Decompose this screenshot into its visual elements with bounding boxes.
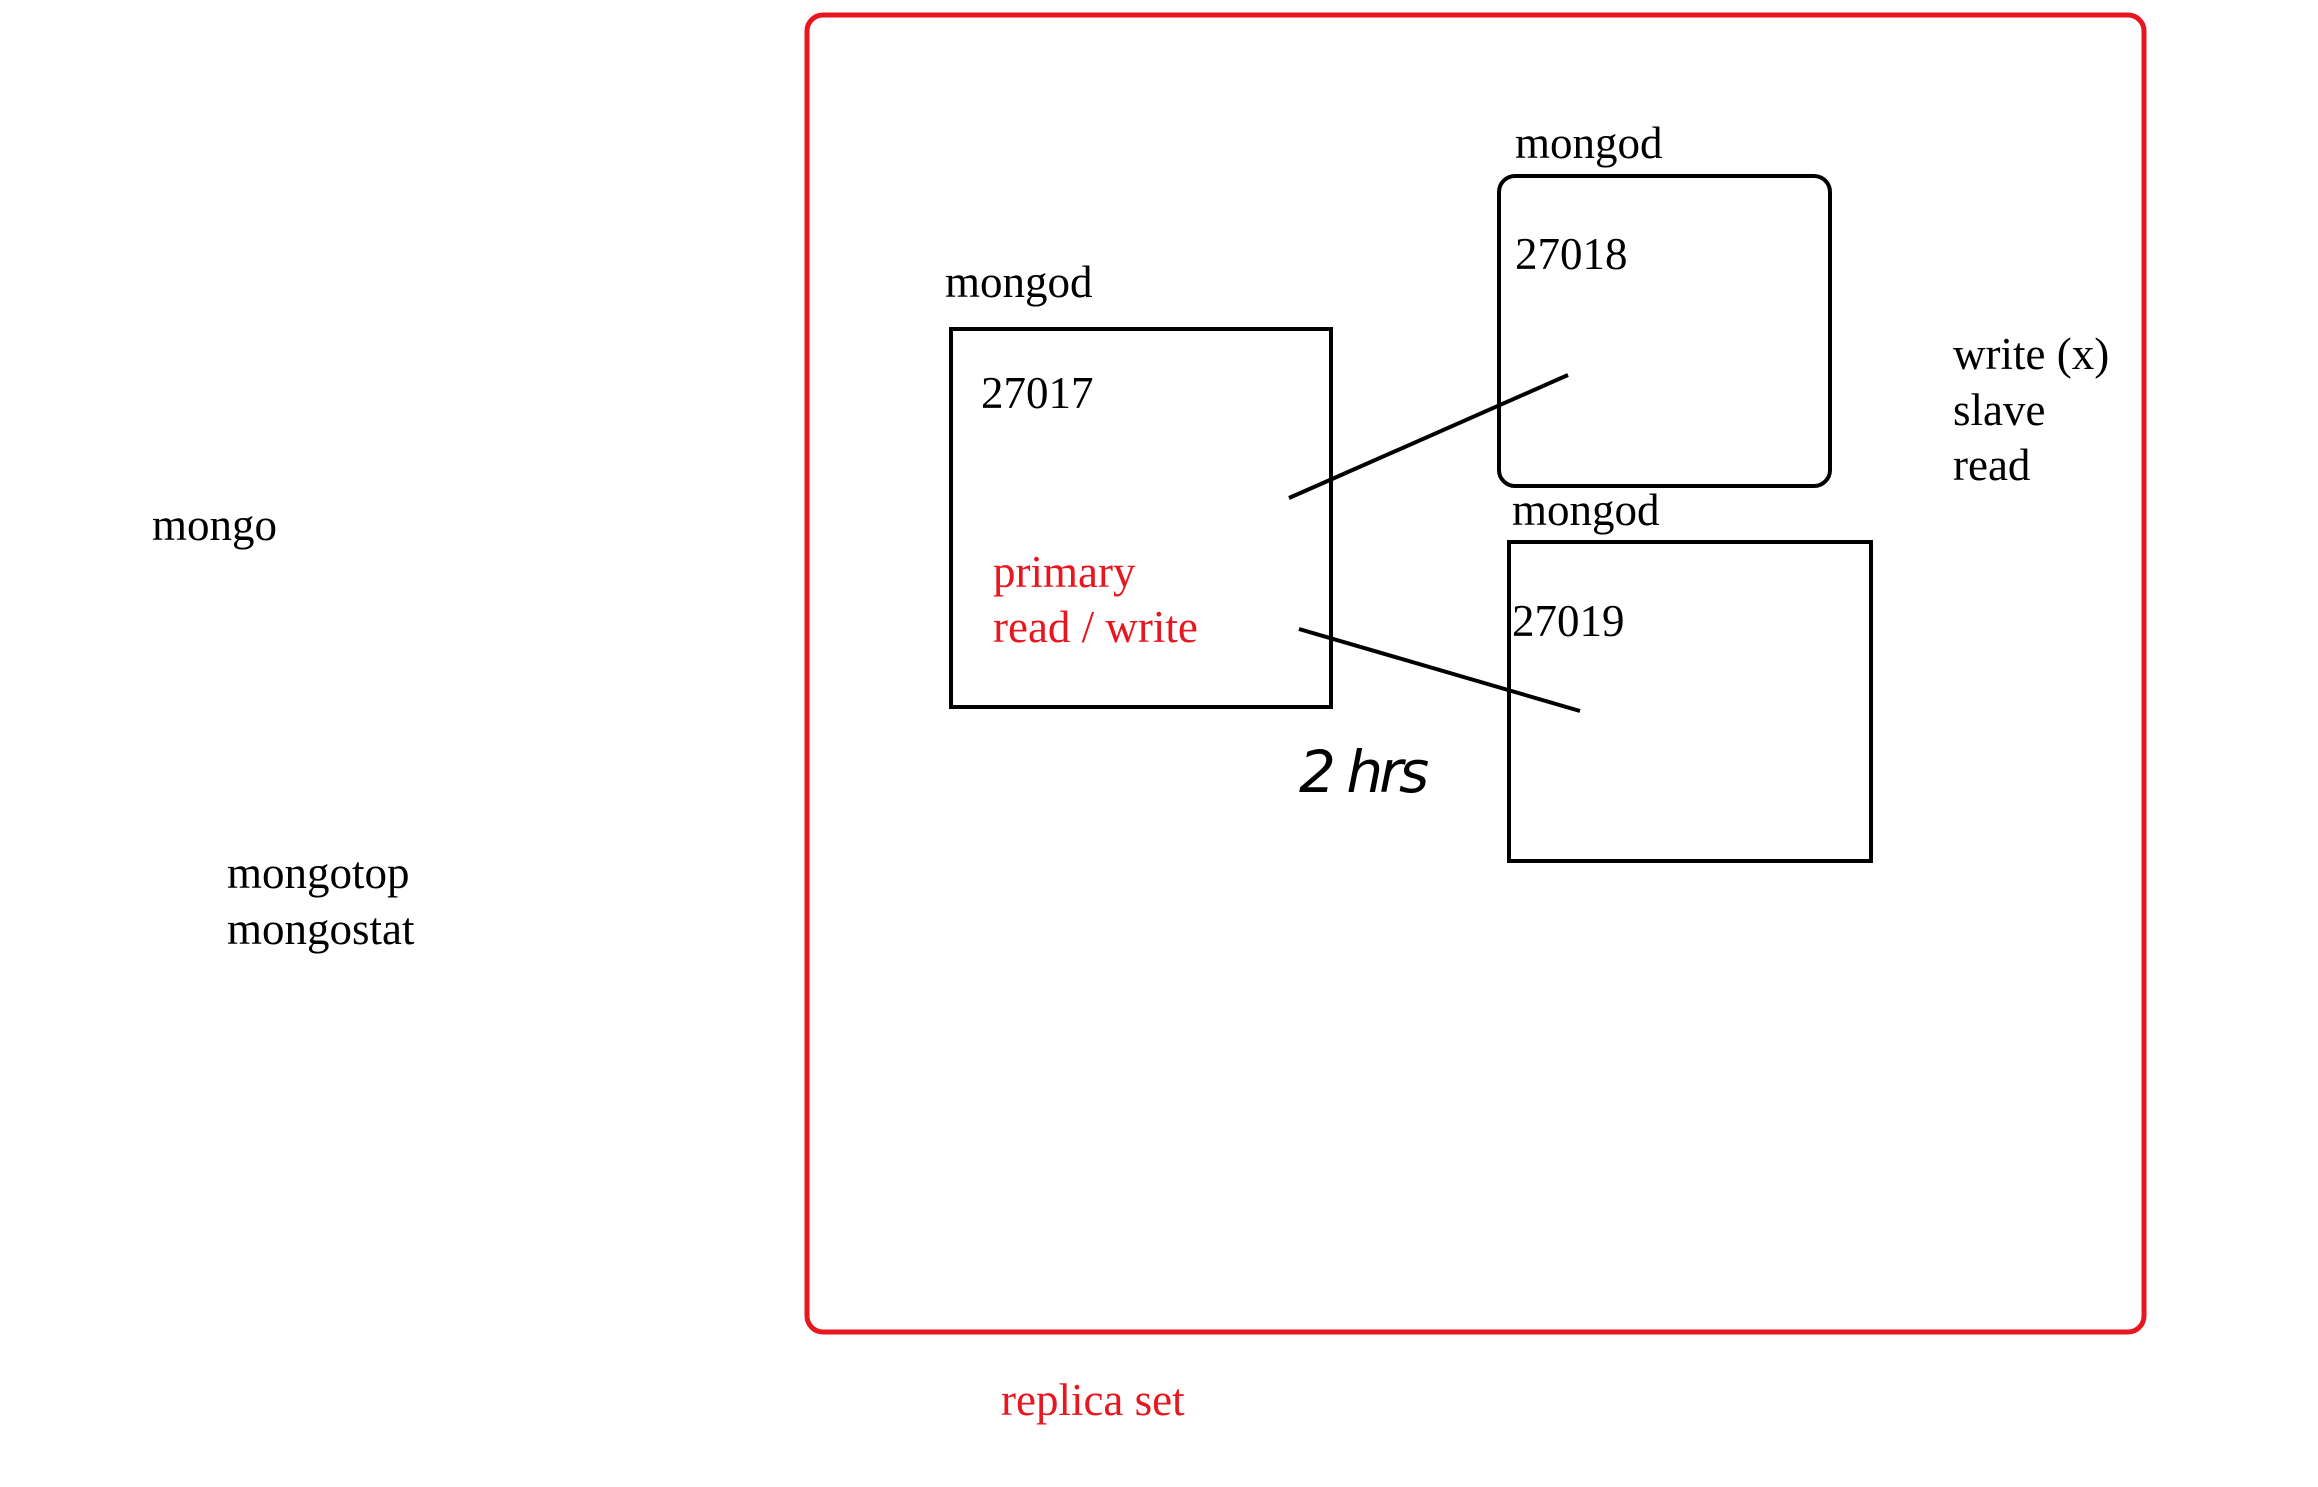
- handwritten-note: 2 hrs: [1299, 738, 1428, 806]
- secondary-note: slave: [1953, 385, 2045, 435]
- shell-label: mongo: [152, 500, 277, 550]
- secondary-note: read: [1953, 440, 2030, 490]
- node-box: [1497, 174, 1832, 488]
- node-label: mongod: [1512, 485, 1660, 535]
- node-access: read / write: [993, 602, 1198, 652]
- node-port: 27019: [1512, 596, 1625, 646]
- replication-line: [1288, 373, 1569, 500]
- replica-set-label: replica set: [1001, 1375, 1185, 1425]
- node-box: [949, 327, 1333, 709]
- node-label: mongod: [1515, 118, 1663, 168]
- node-label: mongod: [945, 257, 1093, 307]
- node-port: 27018: [1515, 229, 1628, 279]
- node-box: [1507, 540, 1873, 863]
- replication-line: [1298, 627, 1581, 713]
- node-port: 27017: [981, 368, 1094, 418]
- replica-set-box: [804, 12, 2147, 1335]
- tool-label: mongostat: [227, 904, 415, 954]
- secondary-note: write (x): [1953, 329, 2109, 379]
- tool-label: mongotop: [227, 848, 410, 898]
- node-role: primary: [993, 547, 1136, 597]
